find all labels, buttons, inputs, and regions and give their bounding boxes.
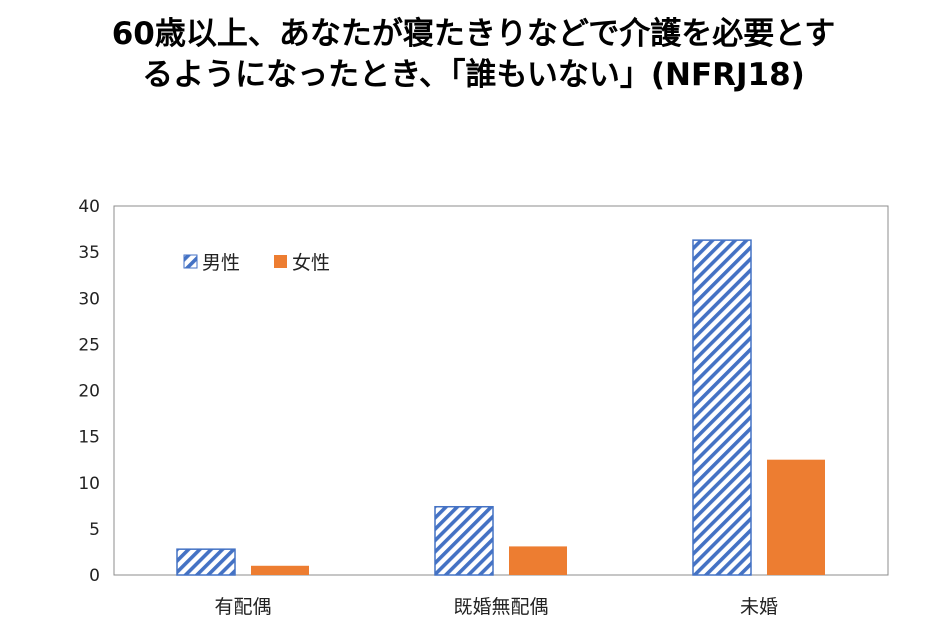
y-tick-label: 20 xyxy=(78,382,100,402)
chart-title-line-1: 60歳以上、あなたが寝たきりなどで介護を必要とす xyxy=(111,16,836,52)
category-label: 既婚無配偶 xyxy=(453,596,548,618)
legend-label-female: 女性 xyxy=(292,252,330,274)
legend: 男性 女性 xyxy=(183,252,330,274)
y-tick-label: 25 xyxy=(78,335,100,355)
bar-female xyxy=(251,565,309,575)
chart-title: 60歳以上、あなたが寝たきりなどで介護を必要とす るようになったとき、「誰もいな… xyxy=(0,14,947,96)
bars xyxy=(176,239,825,576)
category-label: 有配偶 xyxy=(214,596,271,618)
y-tick-label: 10 xyxy=(78,474,100,494)
y-tick-label: 35 xyxy=(78,243,100,263)
chart-title-line-2: るようになったとき、「誰もいない」(NFRJ18) xyxy=(142,57,805,93)
y-tick-label: 0 xyxy=(89,566,100,586)
bar-male xyxy=(434,505,494,576)
y-tick-label: 40 xyxy=(78,197,100,217)
legend-label-male: 男性 xyxy=(202,252,240,274)
category-label: 未婚 xyxy=(740,596,778,618)
plot-area-border xyxy=(113,205,889,576)
legend-swatch-male xyxy=(183,254,198,269)
legend-swatch-female xyxy=(274,255,287,268)
bar-female xyxy=(767,459,825,575)
y-axis: 0 5 10 15 20 25 30 35 40 xyxy=(78,197,100,586)
bar-male xyxy=(692,239,752,576)
y-tick-label: 5 xyxy=(89,520,100,540)
x-axis: 有配偶 既婚無配偶 未婚 xyxy=(214,596,778,618)
y-tick-label: 15 xyxy=(78,428,100,448)
bar-male xyxy=(176,548,236,576)
y-tick-label: 30 xyxy=(78,289,100,309)
bar-female xyxy=(509,546,567,575)
